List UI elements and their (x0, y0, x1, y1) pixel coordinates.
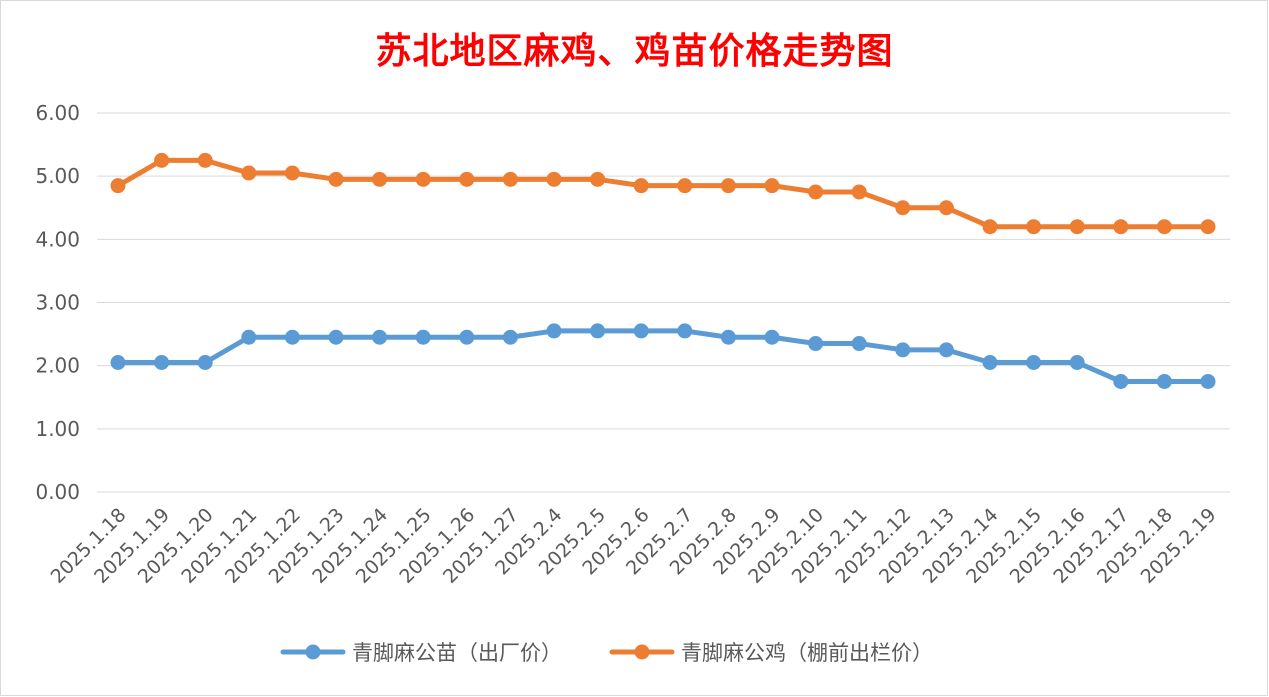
legend-item: 青脚麻公鸡（棚前出栏价） (609, 641, 933, 665)
data-point (197, 355, 213, 371)
data-point (241, 165, 257, 181)
data-point (677, 323, 693, 339)
series-line (115, 157, 1211, 230)
gridlines (97, 112, 1230, 493)
data-point (1156, 219, 1172, 235)
y-tick-label: 5.00 (35, 164, 80, 188)
y-tick-label: 1.00 (35, 417, 80, 441)
data-point (895, 200, 911, 216)
data-point (546, 323, 562, 339)
data-point (1113, 373, 1129, 389)
data-point (590, 323, 606, 339)
data-point (982, 219, 998, 235)
legend-label: 青脚麻公苗（出厂价） (352, 641, 562, 665)
y-tick-label: 3.00 (35, 291, 80, 315)
data-point (633, 323, 649, 339)
chart-title: 苏北地区麻鸡、鸡苗价格走势图 (375, 30, 894, 72)
data-point (808, 336, 824, 352)
y-tick-label: 6.00 (35, 101, 80, 125)
y-tick-label: 0.00 (35, 480, 80, 504)
y-tick-label: 2.00 (35, 354, 80, 378)
data-point (459, 329, 475, 345)
data-point (328, 329, 344, 345)
legend-label: 青脚麻公鸡（棚前出栏价） (681, 641, 933, 665)
data-point (633, 178, 649, 194)
data-point (110, 355, 126, 371)
data-point (982, 355, 998, 371)
series-2 (110, 152, 1216, 235)
data-point (415, 171, 431, 187)
legend-item: 青脚麻公苗（出厂价） (280, 641, 562, 665)
data-point (241, 329, 257, 345)
data-point (284, 329, 300, 345)
legend-swatch-marker (634, 644, 650, 660)
series-line (115, 328, 1211, 384)
data-point (851, 184, 867, 200)
data-point (720, 329, 736, 345)
data-point (938, 342, 954, 358)
y-axis: 0.00 1.00 2.00 3.00 4.00 5.00 6.00 (35, 101, 80, 504)
legend-swatch-marker (305, 644, 321, 660)
data-point (1156, 373, 1172, 389)
series-1 (110, 323, 1216, 389)
y-tick-label: 4.00 (35, 227, 80, 251)
data-point (372, 171, 388, 187)
data-point (154, 152, 170, 168)
data-point (720, 178, 736, 194)
data-point (154, 355, 170, 371)
data-point (502, 171, 518, 187)
data-point (590, 171, 606, 187)
data-point (895, 342, 911, 358)
data-point (1200, 219, 1216, 235)
data-point (764, 178, 780, 194)
data-point (1069, 219, 1085, 235)
data-point (284, 165, 300, 181)
data-point (372, 329, 388, 345)
data-point (677, 178, 693, 194)
data-point (415, 329, 431, 345)
data-point (938, 200, 954, 216)
data-point (328, 171, 344, 187)
data-point (459, 171, 475, 187)
data-point (197, 152, 213, 168)
data-point (764, 329, 780, 345)
data-point (1113, 219, 1129, 235)
data-point (1026, 355, 1042, 371)
data-point (1069, 355, 1085, 371)
data-point (1026, 219, 1042, 235)
data-point (502, 329, 518, 345)
data-point (808, 184, 824, 200)
x-axis: 2025.1.182025.1.192025.1.202025.1.212025… (47, 504, 1221, 588)
data-point (110, 178, 126, 194)
data-point (851, 336, 867, 352)
data-point (546, 171, 562, 187)
legend: 青脚麻公苗（出厂价） 青脚麻公鸡（棚前出栏价） (280, 641, 933, 665)
data-point (1200, 373, 1216, 389)
